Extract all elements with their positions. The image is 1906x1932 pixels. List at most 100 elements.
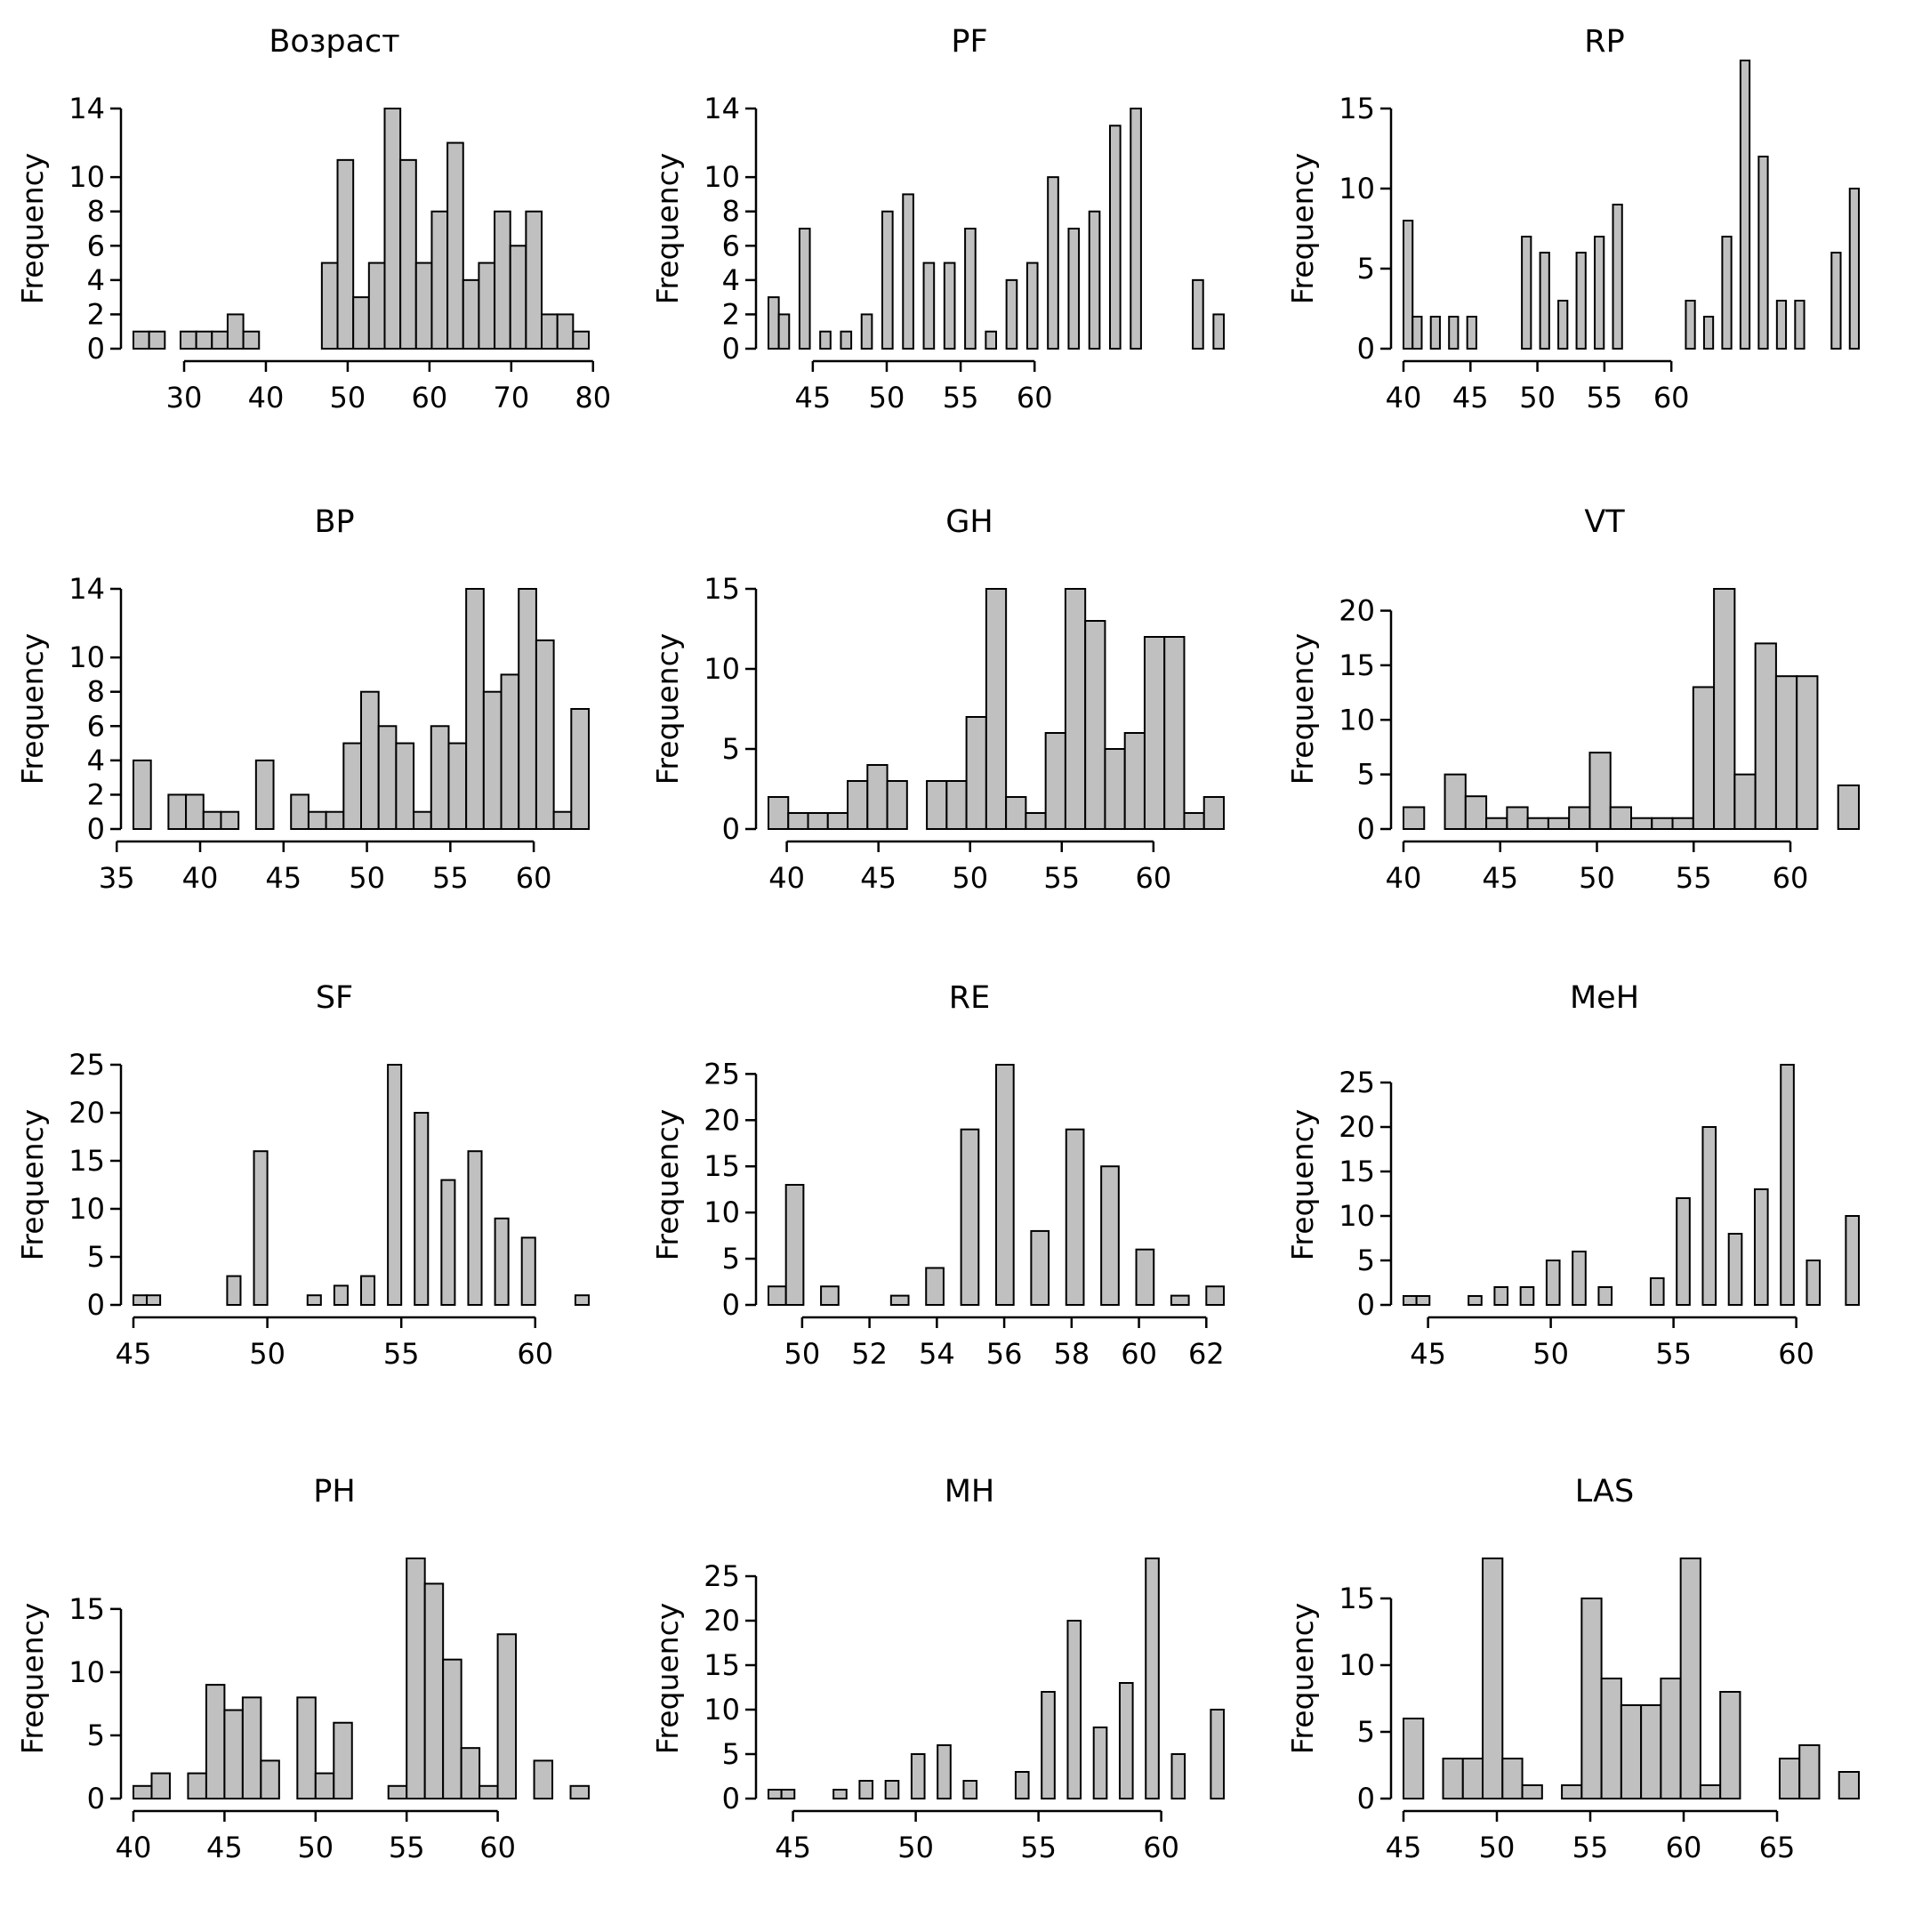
y-tick-label: 20 [704,1103,740,1137]
y-tick-label: 0 [87,812,105,846]
histogram-bar [423,1582,445,1799]
x-tick-label: 60 [1121,1337,1157,1371]
y-tick-label: 10 [1339,1648,1375,1682]
x-tick-label: 55 [432,861,469,895]
histogram-bar [820,1285,840,1307]
histogram-bar [1403,220,1414,350]
y-tick-label: 25 [704,1559,740,1593]
histogram-bar [1557,300,1569,350]
y-tick-label: 10 [68,1655,105,1689]
histogram-bar [260,1759,280,1799]
histogram-bar [945,780,968,830]
y-axis-label: Frequency [650,633,685,785]
histogram-bar [1135,1248,1155,1307]
histogram-bar [902,193,914,350]
y-tick-label: 4 [87,263,105,297]
x-tick-label: 35 [99,861,135,895]
chart-title: SF [316,980,353,1016]
y-tick-label: 5 [87,1240,105,1274]
y-axis-label: Frequency [1285,1109,1320,1260]
x-tick-label: 55 [1043,861,1080,895]
histogram-bar [858,1780,874,1799]
y-axis-label: Frequency [15,1109,50,1260]
x-tick-label: 54 [919,1337,955,1371]
histogram-svg: МеН Frequency 0 5 10 15 20 25 45 50 55 60 [1285,980,1860,1371]
histogram-bar [1041,1691,1056,1799]
histogram-bar [1753,1188,1769,1306]
histogram-bar [133,330,150,350]
histogram-bar [1448,316,1460,350]
histogram-bar [1183,812,1205,830]
histogram-bar [254,759,275,831]
x-tick-label: 60 [516,861,552,895]
histogram-bar [360,690,380,830]
x-tick-label: 50 [897,1831,934,1864]
histogram-bar [447,742,468,831]
histogram-bar [1685,300,1696,350]
y-axis-label: Frequency [15,633,50,785]
x-tick-label: 45 [116,1337,152,1371]
y-tick-label: 5 [1357,1244,1375,1277]
histogram-bar [541,313,559,350]
y-tick-label: 20 [704,1604,740,1638]
histogram-bar [1403,1718,1425,1799]
histogram-bar [1030,1229,1050,1306]
histogram-bar [509,245,527,350]
histogram-bar [1521,236,1532,350]
chart-title: PF [951,24,987,60]
histogram-bar [1713,588,1736,830]
histogram-bar [1699,1784,1722,1799]
x-tick-label: 50 [1532,1337,1569,1371]
y-tick-label: 0 [87,1288,105,1322]
histogram-bar [889,1294,910,1307]
histogram-bar [1143,636,1166,830]
x-tick-label: 50 [297,1831,334,1864]
histogram-bar [150,1772,171,1800]
histogram-bar [226,313,245,350]
histogram-bar [1014,1771,1030,1799]
histogram-bar [1805,1260,1822,1306]
x-tick-label: 45 [1386,1831,1422,1864]
x-tick-label: 50 [249,1337,285,1371]
histogram-bar [395,742,415,831]
histogram-bar [146,1294,162,1307]
histogram-bar [1568,806,1591,831]
y-tick-label: 2 [87,777,105,811]
histogram-bar [465,588,485,830]
histogram-bar [500,673,520,830]
histogram-bar [995,1064,1015,1306]
y-axis-label: Frequency [15,1603,50,1754]
histogram-bar [884,1780,900,1799]
y-tick-label: 14 [704,92,740,125]
histogram-bar [325,810,345,831]
histogram-bar [306,1294,322,1307]
histogram-bar [798,228,811,350]
histogram-bar [1719,1691,1741,1799]
histogram-bar [1123,732,1146,830]
histogram-bar [1848,188,1861,350]
histogram-bar [1775,300,1788,350]
histogram-bar [1651,817,1674,830]
histogram-panel: GH Frequency 0 5 10 15 40 45 50 55 60 [635,480,1270,962]
y-tick-label: 5 [722,732,740,766]
chart-title: RP [1584,24,1624,60]
x-tick-label: 40 [1386,381,1422,415]
histogram-bar [1118,1682,1134,1799]
chart-title: МеН [1570,980,1639,1016]
y-tick-label: 10 [68,1192,105,1226]
chart-title: MH [945,1474,995,1509]
x-tick-label: 62 [1188,1337,1225,1371]
histogram-bar [1464,795,1488,831]
y-axis-label: Frequency [1285,633,1320,785]
histogram-bar [1088,210,1101,350]
histogram-bar [478,262,496,350]
histogram-bar [1067,228,1081,350]
histogram-bar [1403,1295,1418,1306]
histogram-bar [1845,1215,1860,1306]
y-axis-label: Frequency [650,1603,685,1754]
x-tick-label: 45 [206,1831,243,1864]
x-tick-label: 55 [1020,1831,1057,1864]
histogram-bar [226,1275,242,1307]
histogram-bar [496,1633,518,1799]
y-tick-label: 5 [722,1242,740,1276]
